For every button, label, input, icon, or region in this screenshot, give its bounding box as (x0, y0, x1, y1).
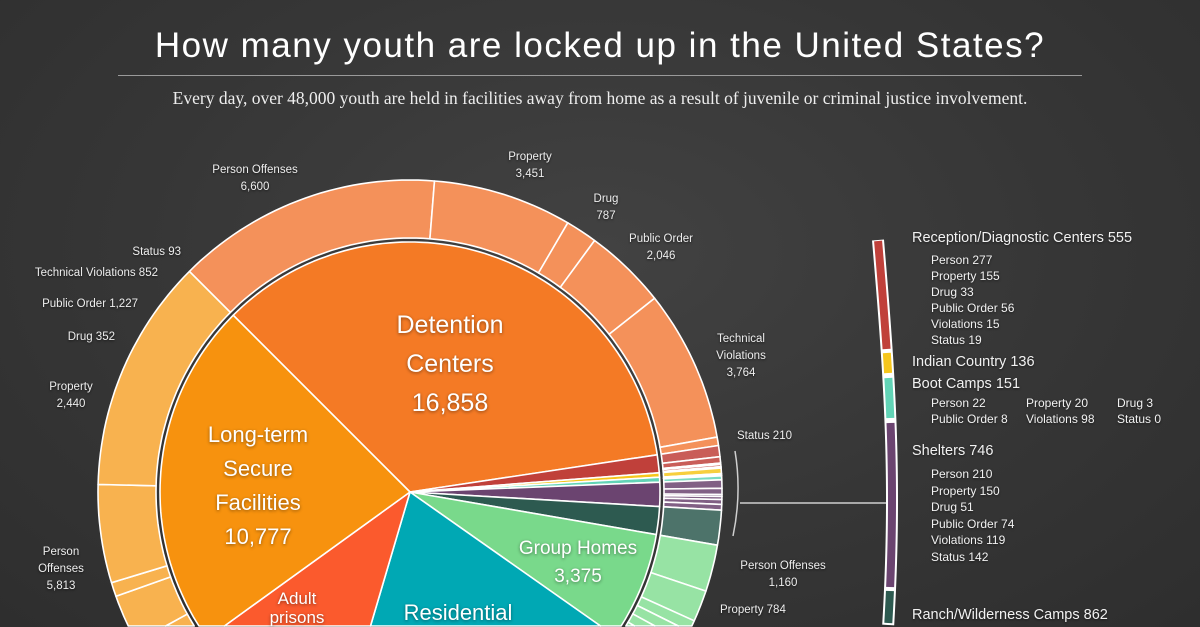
label-lt-property: Property 2,440 (49, 381, 93, 410)
label-line: Facilities (215, 490, 301, 515)
label-line: Long-term (207, 422, 309, 447)
legend-bar-shelters (886, 422, 897, 588)
label-det-public-order: Public Order 2,046 (629, 233, 693, 262)
label-det-person: Person Offenses 6,600 (212, 164, 298, 193)
small-bracket (732, 450, 739, 537)
legend-bar-indian-country (882, 352, 893, 374)
legend-shelters: Shelters 746 (912, 443, 994, 459)
label-lt-person: Person Offenses 5,813 (38, 546, 84, 592)
label-gh-person: Person Offenses 1,160 (740, 560, 826, 589)
label-residential: Residential (403, 600, 513, 625)
label-value: 10,777 (224, 524, 292, 549)
title-divider (118, 75, 1082, 76)
wedge-long-term-secure-facilities (159, 314, 411, 627)
outer-long-term-secure-facilities-property (97, 483, 168, 584)
legend-ranch: Ranch/Wilderness Camps 862 (912, 607, 1108, 623)
legend-item: Person 22 (931, 396, 986, 410)
legend-item: Status 0 (1117, 412, 1162, 426)
legend-reception-items: Person 277 Property 155 Drug 33 Public Ord… (931, 253, 1015, 347)
label-line: Adult (277, 589, 317, 608)
wedge-group-homes (409, 491, 658, 627)
label-value: 3,375 (554, 566, 602, 587)
legend-reception: Reception/Diagnostic Centers 555 (912, 230, 1133, 246)
label-lt-technical: Technical Violations 852 (34, 267, 158, 279)
label-det-status: Status 210 (737, 430, 792, 442)
legend-bar-reception-diagnostic-centers (874, 240, 891, 350)
label-lt-public-order: Public Order 1,227 (42, 298, 138, 310)
wedge-reception-diagnostic-centers (409, 454, 661, 493)
legend-shelters-items: Person 210 Property 150 Drug 51 Public Ord… (931, 467, 1015, 564)
label-line: Centers (406, 350, 494, 378)
legend-boot-camps: Boot Camps 151 (912, 376, 1021, 392)
label-adult-prisons: Adult prisons (270, 589, 325, 627)
outer-long-term-secure-facilities-person-offenses (97, 270, 232, 487)
wedge-detention-centers (232, 241, 658, 493)
label-group-homes: Group Homes 3,375 (519, 535, 637, 591)
outer-group-homes-other (625, 621, 636, 627)
label-line: prisons (269, 608, 325, 627)
label-value: 16,858 (411, 389, 489, 417)
legend-bar-ranch-wilderness-camps (884, 590, 894, 624)
legend-bar-boot-camps (884, 377, 895, 419)
legend-item: Public Order 8 (931, 412, 1008, 426)
legend-indian-country: Indian Country 136 (912, 354, 1035, 370)
label-lt-status: Status 93 (132, 246, 181, 258)
label-lt-drug: Drug 352 (67, 331, 115, 343)
outer-long-term-secure-facilities-public-order (115, 576, 189, 627)
legend-item: Violations 98 (1026, 412, 1095, 426)
label-long-term-secure: Long-term Secure Facilities 10,777 (208, 418, 308, 554)
label-line: Detention (396, 311, 504, 339)
chart-title: How many youth are locked up in the Unit… (154, 26, 1046, 65)
legend-item: Drug 3 (1117, 396, 1154, 410)
label-det-technical: Technical Violations 3,764 (716, 333, 766, 379)
label-gh-property: Property 784 (720, 604, 786, 616)
label-det-drug: Drug 787 (593, 193, 619, 222)
legend-item: Property 20 (1026, 396, 1089, 410)
label-det-property: Property 3,451 (508, 151, 552, 180)
chart-subtitle: Every day, over 48,000 youth are held in… (172, 88, 1028, 108)
label-line: Secure (223, 456, 293, 481)
label-detention-centers: Detention Centers 16,858 (396, 306, 503, 423)
label-line: Group Homes (518, 538, 638, 559)
